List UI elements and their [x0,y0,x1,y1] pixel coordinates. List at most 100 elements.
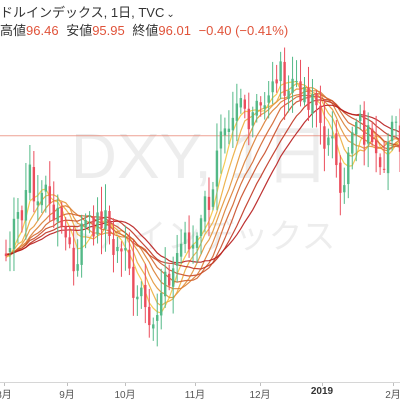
interval-label[interactable]: 1日 [110,5,132,20]
candle[interactable] [124,225,127,271]
ma-ribbon-line[interactable] [5,95,400,277]
candle[interactable] [374,115,378,173]
ma-ribbon-line[interactable] [5,99,400,270]
candle[interactable] [92,205,95,246]
candle[interactable] [164,247,167,308]
candle[interactable] [156,293,159,347]
candle[interactable] [40,180,44,213]
candle[interactable] [191,225,195,264]
candle[interactable] [167,264,171,291]
candle[interactable] [351,126,354,170]
candle[interactable] [160,268,163,330]
candle[interactable] [390,115,394,151]
candle[interactable] [104,184,107,252]
candle[interactable] [140,281,143,309]
candle[interactable] [88,211,91,234]
candle[interactable] [295,60,298,88]
candle[interactable] [152,317,155,341]
candle[interactable] [24,162,28,240]
time-axis[interactable]: 8月 9月 10月 11月 12月 2019 2月 [0,382,400,401]
candle[interactable] [303,77,306,106]
candle[interactable] [68,226,71,249]
candle[interactable] [311,78,314,128]
candle[interactable] [136,285,139,316]
candle[interactable] [279,51,282,100]
candle[interactable] [255,93,258,123]
candle[interactable] [52,181,55,229]
candle[interactable] [243,94,246,119]
candle[interactable] [100,186,103,255]
candle[interactable] [8,231,12,272]
candle[interactable] [347,146,350,199]
candle[interactable] [28,144,32,201]
ma-ribbon-line[interactable] [5,86,400,299]
candle[interactable] [331,111,334,159]
candle[interactable] [235,83,239,142]
candle[interactable] [215,123,219,211]
candle[interactable] [175,234,179,283]
candle[interactable] [76,239,79,277]
candle[interactable] [327,128,330,156]
candle[interactable] [386,133,390,191]
candle[interactable] [56,194,59,247]
candle[interactable] [271,61,274,105]
candle[interactable] [148,288,151,338]
candle[interactable] [80,214,83,278]
candle[interactable] [307,66,310,121]
candle[interactable] [275,64,278,93]
candle[interactable] [211,181,215,211]
candle[interactable] [112,218,115,273]
candle[interactable] [96,197,99,244]
candle[interactable] [199,214,203,255]
candle[interactable] [299,59,302,107]
ma-ribbon-line[interactable] [5,90,400,290]
candle[interactable] [48,161,51,222]
candle[interactable] [378,153,382,175]
candle[interactable] [394,116,398,138]
candle[interactable] [339,155,342,216]
candle[interactable] [287,75,290,113]
candle[interactable] [370,122,374,146]
candle[interactable] [239,88,243,114]
candle[interactable] [398,108,400,173]
candle[interactable] [20,205,24,233]
candle[interactable] [12,197,16,272]
candle[interactable] [203,190,207,233]
candle[interactable] [4,239,8,262]
candle[interactable] [207,177,211,237]
candle[interactable] [227,110,231,145]
candle[interactable] [44,175,47,213]
candle[interactable] [263,92,266,120]
ma-ribbon-line[interactable] [5,82,400,307]
candle[interactable] [283,47,286,120]
candle[interactable] [72,226,75,286]
candle[interactable] [16,198,20,244]
candle[interactable] [343,167,346,204]
candle[interactable] [259,96,262,117]
candle[interactable] [366,112,370,168]
chevron-down-icon[interactable]: ⌄ [166,9,175,20]
candle[interactable] [251,106,254,138]
candle[interactable] [36,175,40,221]
candle[interactable] [195,232,199,263]
candle[interactable] [355,118,358,162]
candle[interactable] [335,120,338,178]
candle[interactable] [219,114,223,174]
candle[interactable] [231,91,235,148]
candle[interactable] [223,117,227,154]
candle[interactable] [247,92,250,146]
candle[interactable] [132,240,135,316]
candle[interactable] [363,101,366,166]
candle[interactable] [144,263,147,324]
candle[interactable] [359,104,362,131]
candle[interactable] [267,81,270,119]
candle[interactable] [187,215,191,258]
candle[interactable] [171,256,175,314]
candle[interactable] [183,221,187,254]
candle[interactable] [291,56,294,113]
candle[interactable] [323,99,326,172]
candle[interactable] [179,229,183,264]
candle[interactable] [84,213,87,249]
